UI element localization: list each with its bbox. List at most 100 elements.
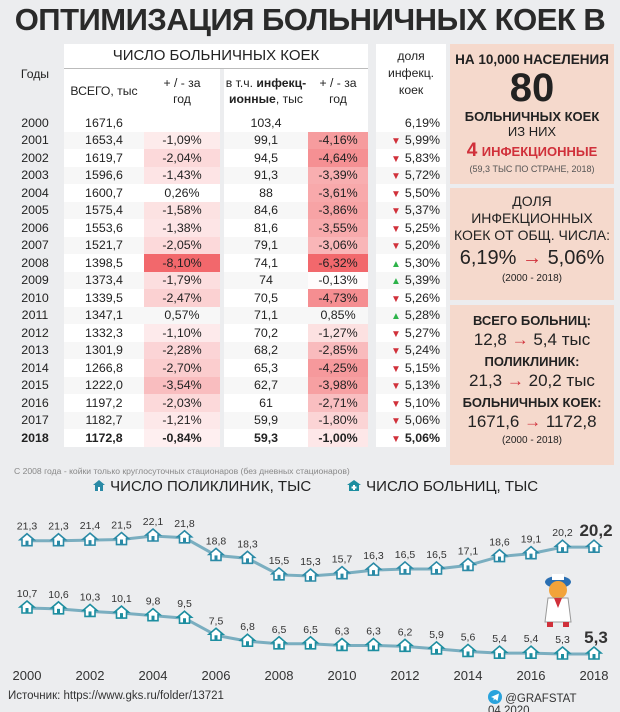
arrow-right-icon: →: [511, 330, 529, 349]
x-tick-label: 2014: [454, 668, 483, 683]
cell-share: 6,19%: [376, 114, 447, 132]
cell-year: 2010: [10, 289, 60, 307]
panel1-big-number: 80: [509, 66, 555, 110]
table-row: 2012 1332,3 -1,10% 70,2 -1,27% ▼ 5,27%: [10, 324, 447, 342]
policlinic-value-label: 20,2: [579, 521, 612, 540]
cell-share: ▼ 5,24%: [376, 341, 447, 359]
cell-year: 2001: [10, 131, 60, 149]
panel2-l2: ИНФЕКЦИОННЫХ: [471, 210, 593, 226]
table-row: 2011 1347,1 0,57% 71,1 0,85% ▲ 5,28%: [10, 306, 447, 324]
policlinic-value-label: 18,8: [206, 535, 227, 547]
cell-infect: 70,5: [224, 289, 308, 307]
table-row: 2003 1596,6 -1,43% 91,3 -3,39% ▼ 5,72%: [10, 166, 447, 184]
policlinic-value-label: 20,2: [552, 527, 573, 539]
cell-total-change: -1,10%: [144, 324, 220, 342]
triangle-down-icon: ▼: [391, 293, 401, 305]
cell-infect-change: -3,55%: [308, 219, 369, 237]
policlinic-icon: [93, 480, 105, 491]
policlinic-point: [395, 560, 415, 575]
hospital-value-label: 5,9: [429, 629, 444, 641]
table-row: 2009 1373,4 -1,79% 74 -0,13% ▲ 5,39%: [10, 271, 447, 289]
cell-total-change: 0,57%: [144, 306, 220, 324]
footnote: С 2008 года - койки только круглосуточны…: [14, 466, 350, 476]
hospital-point: [143, 607, 163, 622]
cell-infect-change: -3,98%: [308, 376, 369, 394]
cell-year: 2014: [10, 359, 60, 377]
table-row: 2007 1521,7 -2,05% 79,1 -3,06% ▼ 5,20%: [10, 236, 447, 254]
cell-infect: 74,1: [224, 254, 308, 272]
arrow-right-icon: →: [522, 247, 542, 269]
hospital-value-label: 6,5: [303, 624, 318, 636]
cell-infect-change: -1,00%: [308, 429, 369, 447]
cell-share: ▼ 5,25%: [376, 219, 447, 237]
cell-total: 1222,0: [64, 376, 144, 394]
hospital-point: [427, 640, 446, 655]
cell-total: 1332,3: [64, 324, 144, 342]
x-tick-label: 2010: [328, 668, 357, 683]
hospital-point: [395, 638, 415, 653]
triangle-down-icon: ▼: [391, 398, 401, 410]
hospital-point: [269, 635, 289, 650]
cell-total: 1671,6: [64, 114, 144, 132]
policlinic-point: [301, 567, 320, 582]
hospital-value-label: 6,5: [272, 624, 287, 636]
cell-infect: 65,3: [224, 359, 308, 377]
cell-total: 1301,9: [64, 341, 144, 359]
cell-share: ▼ 5,06%: [376, 411, 447, 429]
hospital-point: [112, 605, 131, 619]
cell-total: 1600,7: [64, 184, 144, 202]
triangle-down-icon: ▼: [391, 363, 401, 375]
hospital-value-label: 5,6: [461, 631, 476, 643]
hospital-value-label: 6,8: [240, 621, 255, 633]
panel3-h2: ПОЛИКЛИНИК:: [484, 354, 580, 369]
policlinic-value-label: 22,1: [143, 516, 164, 528]
cell-year: 2003: [10, 166, 60, 184]
policlinic-point: [269, 566, 289, 581]
cell-share: ▼ 5,37%: [376, 201, 447, 219]
cell-year: 2004: [10, 184, 60, 202]
triangle-down-icon: ▼: [391, 328, 401, 340]
x-tick-label: 2018: [580, 668, 609, 683]
policlinic-point: [364, 562, 383, 576]
panel-totals: ВСЕГО БОЛЬНИЦ: 12,8 → 5,4 тыс ПОЛИКЛИНИК…: [450, 305, 614, 465]
panel2-l3: КОЕК ОТ ОБЩ. ЧИСЛА:: [453, 227, 611, 243]
hospital-point: [49, 600, 68, 615]
triangle-down-icon: ▼: [391, 171, 401, 183]
policlinic-point: [427, 560, 446, 575]
cell-total-change: -1,09%: [144, 131, 220, 149]
cell-total-change: -2,47%: [144, 289, 220, 307]
cell-infect-change: -4,64%: [308, 149, 369, 167]
hospital-point: [584, 645, 604, 660]
cell-share: ▼ 5,99%: [376, 131, 447, 149]
panel3-v1: 12,8 → 5,4 тыс: [473, 330, 591, 349]
policlinic-value-label: 18,3: [237, 538, 258, 550]
panel1-line3: ИЗ НИХ: [507, 124, 557, 139]
beds-table: Годы ЧИСЛО БОЛЬНИЧНЫХ КОЕК доля инфекц. …: [10, 44, 447, 447]
cell-total-change: -1,43%: [144, 166, 220, 184]
policlinic-point: [521, 545, 541, 560]
hospital-value-label: 5,3: [555, 634, 570, 646]
hospital-point: [553, 645, 572, 660]
policlinic-point: [112, 531, 131, 546]
table-row: 2002 1619,7 -2,04% 94,5 -4,64% ▼ 5,83%: [10, 149, 447, 167]
cell-infect-change: -4,16%: [308, 131, 369, 149]
cell-infect: 79,1: [224, 236, 308, 254]
cell-infect: 99,1: [224, 131, 308, 149]
line-chart: 21,3 21,3 21,4 21,5 22,1 21,8 18,8 18,3 15,5 15,3…: [13, 516, 613, 683]
cell-total-change: -2,03%: [144, 394, 220, 412]
policlinic-value-label: 21,8: [174, 518, 195, 530]
hospital-point: [301, 635, 320, 650]
col-years-header: Годы: [10, 44, 60, 114]
table-row: 2004 1600,7 0,26% 88 -3,61% ▼ 5,50%: [10, 184, 447, 202]
col-infect-header: в т.ч. инфекц-ионные, тыс: [224, 68, 308, 114]
cell-infect: 61: [224, 394, 308, 412]
policlinic-value-label: 21,3: [48, 521, 69, 533]
cell-infect-change: -3,06%: [308, 236, 369, 254]
triangle-down-icon: ▼: [391, 241, 401, 253]
cell-infect: 59,3: [224, 429, 308, 447]
cell-infect-change: -1,80%: [308, 411, 369, 429]
cell-total-change: -1,79%: [144, 271, 220, 289]
hospital-value-label: 10,6: [48, 589, 69, 601]
x-tick-label: 2000: [13, 668, 42, 683]
table-row: 2006 1553,6 -1,38% 81,6 -3,55% ▼ 5,25%: [10, 219, 447, 237]
